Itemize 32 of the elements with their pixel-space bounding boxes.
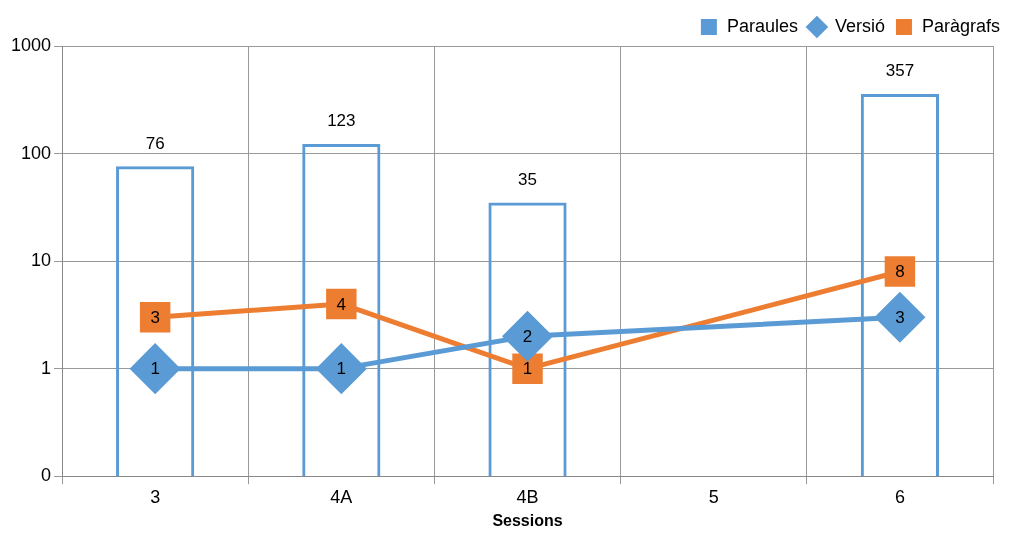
point (316, 344, 366, 394)
data-label: 35 (518, 169, 537, 189)
x-axis-title: Sessions (492, 511, 563, 529)
legend-label: Paràgrafs (921, 15, 1001, 36)
x-tick-label: 5 (708, 486, 719, 507)
data-label: 4 (336, 294, 347, 314)
y-tick-label: 1 (41, 357, 52, 378)
x-tick-label: 6 (894, 486, 905, 507)
y-tick-label: 0 (41, 465, 52, 486)
legend-label: Versió (834, 15, 885, 36)
data-label: 1 (336, 359, 347, 379)
y-tick-label: 1000 (11, 34, 52, 55)
point (130, 344, 180, 394)
point (884, 256, 916, 287)
y-tick-label: 10 (31, 250, 52, 271)
y-tick-label: 100 (21, 142, 52, 163)
legend-label: Paraules (726, 15, 798, 36)
data-label: 8 (895, 262, 905, 282)
point (875, 292, 925, 342)
data-label: 76 (145, 133, 165, 153)
data-label: 2 (522, 326, 533, 346)
data-label: 1 (150, 359, 160, 379)
x-tick-label: 4A (330, 486, 353, 507)
x-tick-label: 3 (150, 486, 161, 507)
point (512, 353, 543, 384)
x-tick-label: 4B (516, 486, 539, 507)
data-label: 1 (522, 359, 533, 379)
data-label: 3 (895, 308, 905, 328)
data-label: 3 (150, 308, 160, 328)
point (503, 311, 553, 361)
data-label: 357 (885, 61, 915, 81)
data-label: 123 (327, 111, 356, 131)
